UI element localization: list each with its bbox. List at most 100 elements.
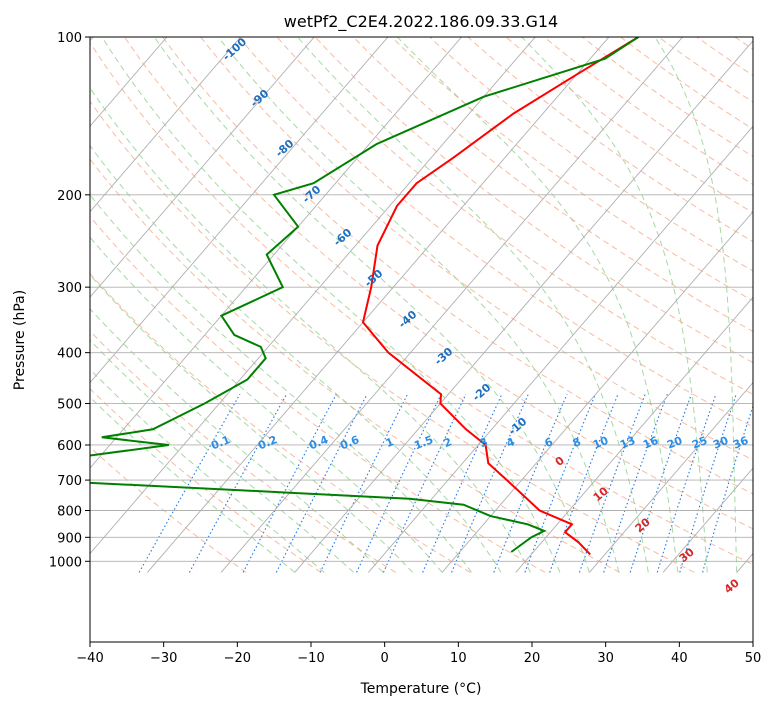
y-tick-label: 900 [57,531,82,546]
mixing-ratio-line [188,393,288,573]
y-tick-label: 500 [57,397,82,412]
isotherm-line [90,37,168,127]
x-axis-title: Temperature (°C) [360,681,482,697]
mixing-ratio-label: 6 [543,435,555,450]
moist-adiabat-label: 0 [553,454,567,469]
y-tick-label: 1000 [49,555,82,570]
y-tick-label: 700 [57,474,82,489]
mixing-ratio-label: 0.6 [338,433,361,452]
temperature-profile-line [361,37,639,556]
dry-adiabat-line [657,37,753,103]
x-tick-label: −20 [224,651,251,666]
moist-adiabat-line [396,37,679,573]
x-tick-label: 10 [450,651,467,666]
y-tick-label: 200 [57,189,82,204]
moist-adiabat-line [90,396,296,573]
mixing-ratio-label: 1.5 [412,433,435,452]
mixing-ratio-label: 16 [641,434,660,452]
mixing-ratio-label: 30 [711,434,730,452]
profiles [90,37,639,556]
mixing-ratio-label: 20 [665,434,684,452]
mixing-ratio-label: 36 [731,434,750,452]
moist-adiabat-line [90,339,355,573]
moist-adiabats [90,37,738,573]
isotherm-line [368,125,753,573]
mixing-ratio-label: 4 [505,435,517,450]
isotherm-line [90,37,463,469]
mixing-ratio-line [382,393,467,573]
plot-area: -100-90-80-70-60-50-40-30-20-100.1 0.2 0.4… [90,25,775,596]
y-tick-label: 800 [57,504,82,519]
mixing-ratio-label: 8 [571,435,583,450]
mixing-ratio-label: 0.1 [209,433,232,452]
dry-adiabat-line [90,446,247,573]
x-tick-label: 50 [745,651,762,666]
dry-adiabat-line [352,37,753,333]
dry-adiabat-label: -80 [273,137,297,160]
dry-adiabat-line [428,37,753,272]
y-tick-label: 300 [57,281,82,296]
dewpoint-profile-line [90,37,639,553]
x-tick-label: 20 [524,651,541,666]
moist-adiabat-label: 30 [677,545,697,565]
x-tick-label: 0 [381,651,389,666]
dry-adiabat-line [543,37,753,186]
isotherm-line [90,37,242,213]
dry-adiabat-line [276,37,753,395]
mixing-ratio-line [578,394,646,573]
dry-adiabat-line [90,215,546,573]
dry-adiabat-line [238,37,753,428]
isotherm-line [736,552,753,573]
moist-adiabat-line [217,37,620,573]
y-tick-label: 400 [57,347,82,362]
mixing-ratio-line [702,404,753,573]
dry-adiabat-label: -30 [432,345,456,368]
dry-adiabat-label: -20 [470,381,494,404]
y-axis: 100 200 300 400 500 600 700 800 900 1000 [49,31,90,570]
dry-adiabat-line [200,37,753,461]
x-tick-label: 40 [671,651,688,666]
y-tick-label: 100 [57,31,82,46]
mixing-ratio-line [656,394,717,573]
moist-adiabat-line [90,274,413,573]
mixing-ratio-line [524,393,596,573]
mixing-ratio-line [549,393,619,573]
x-axis: −40 −30 −20 −10 0 10 20 30 40 50 [76,642,761,666]
dry-adiabat-line [756,25,775,572]
grid-lines [90,37,753,573]
mixing-ratio-line [603,394,668,573]
isotherm-line [147,37,610,573]
isotherm-line [441,211,753,573]
mixing-ratio-line [629,394,692,573]
y-axis-title: Pressure (hPa) [12,290,28,390]
dry-adiabat-line [390,37,753,302]
dry-adiabat-line [505,37,753,214]
dry-adiabat-label: -50 [362,267,386,290]
x-tick-label: −40 [76,651,103,666]
mixing-ratio-label: 2 [442,435,454,450]
mixing-ratio-label: 10 [591,434,610,452]
mixing-ratio-line [275,393,368,573]
dry-adiabat-line [90,158,620,573]
y-tick-label: 600 [57,439,82,454]
moist-adiabat-line [90,236,443,573]
mixing-ratio-line [138,393,241,573]
isotherm-line [589,381,753,573]
dry-adiabat-label: -100 [220,35,249,63]
x-tick-label: 30 [597,651,614,666]
moist-adiabat-line [90,193,472,573]
moist-adiabat-line [90,87,531,573]
isotherm-line [90,37,315,298]
mixing-ratio-line [451,393,529,573]
plot-frame [89,36,754,643]
moist-adiabat-label: 40 [722,576,742,596]
moist-adiabat-line [101,37,561,573]
dry-adiabat-line [90,41,753,566]
moist-adiabat-line [153,37,590,573]
moist-adiabat-label: 10 [591,484,611,504]
isotherm-line [515,296,753,573]
x-tick-label: −30 [150,651,177,666]
dry-adiabat-line [90,272,471,573]
dry-adiabat-line [90,100,695,573]
